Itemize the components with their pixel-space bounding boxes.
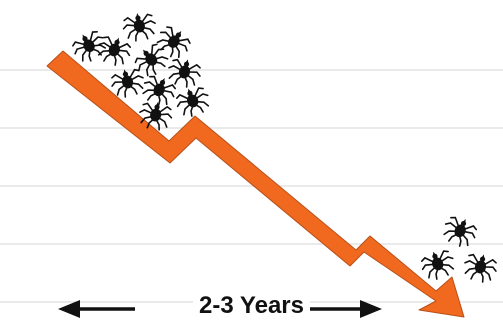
tick-cluster-small xyxy=(417,211,501,286)
down-trend-arrow-icon xyxy=(46,50,465,318)
tick-bug-icon xyxy=(460,249,501,286)
tick-bug-icon xyxy=(172,82,214,121)
timeframe-caption: 2-3 Years xyxy=(0,289,503,323)
gridlines xyxy=(0,69,503,303)
double-headed-arrow-icon xyxy=(58,300,382,318)
tick-cluster-large xyxy=(67,9,214,133)
caption-text: 2-3 Years xyxy=(193,292,310,319)
tick-bug-icon xyxy=(164,54,205,91)
tick-bug-icon xyxy=(120,9,159,44)
tick-bug-icon xyxy=(151,21,196,64)
